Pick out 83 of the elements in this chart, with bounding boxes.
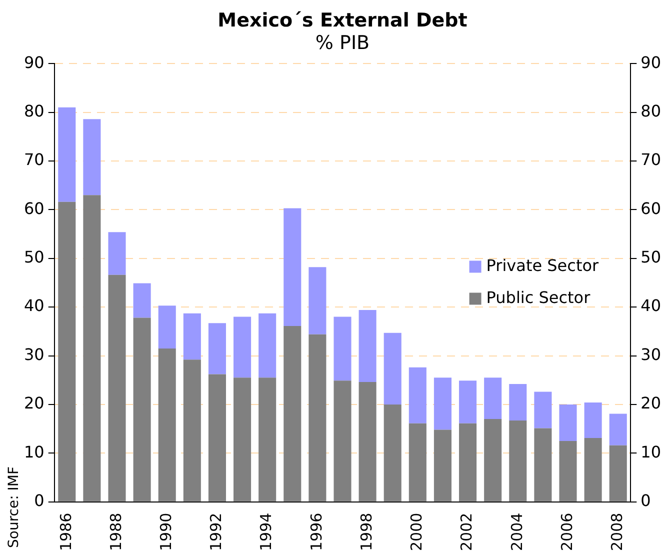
bar	[609, 445, 627, 502]
bar	[258, 313, 276, 378]
legend-label: Private Sector	[486, 256, 600, 275]
chart-title: Mexico´s External Debt	[218, 9, 468, 32]
bar	[83, 195, 101, 502]
y2-tick-label: 30	[640, 344, 661, 364]
x-tick-label: 2000	[408, 512, 426, 552]
bar	[384, 332, 402, 404]
bar	[358, 382, 376, 502]
bar	[434, 430, 452, 502]
bar	[358, 310, 376, 382]
chart-subtitle: % PIB	[315, 32, 370, 54]
bar	[559, 440, 577, 502]
bar	[559, 404, 577, 441]
bar	[509, 420, 527, 502]
bar	[408, 367, 426, 424]
y2-tick-label: 50	[640, 248, 661, 267]
bar	[284, 208, 302, 326]
y2-tick-label: 40	[640, 296, 661, 316]
y2-tick-label: 80	[640, 101, 661, 120]
x-tick-label: 2002	[458, 512, 476, 552]
bar	[183, 360, 201, 502]
y-tick-label: 60	[24, 198, 44, 218]
y-tick-label: 50	[24, 248, 44, 267]
y2-tick-label: 20	[640, 394, 661, 413]
y2-tick-label: 60	[640, 198, 661, 218]
bar	[584, 402, 602, 438]
y2-tick-label: 90	[640, 52, 661, 72]
x-tick-label: 1988	[106, 512, 125, 552]
bar	[284, 326, 302, 502]
bar	[434, 378, 452, 430]
y-tick-label: 40	[24, 296, 44, 316]
bar	[208, 374, 226, 502]
bar	[509, 384, 527, 421]
bar	[484, 419, 502, 502]
bar	[534, 392, 552, 428]
bar	[484, 378, 502, 420]
y-tick-label: 90	[24, 52, 44, 72]
bar	[534, 428, 552, 502]
bar	[158, 348, 176, 502]
legend-label: Public Sector	[486, 288, 591, 307]
y2-tick-label: 70	[640, 150, 661, 170]
bar	[108, 274, 126, 502]
bar	[459, 380, 477, 424]
x-tick-label: 2004	[508, 512, 526, 552]
y-tick-label: 20	[24, 394, 44, 413]
y2-tick-label: 10	[640, 442, 661, 462]
bar	[408, 423, 426, 502]
bar	[234, 378, 252, 502]
bar	[459, 423, 477, 502]
x-tick-label: 1992	[207, 512, 226, 552]
bar	[208, 323, 226, 374]
y-tick-label: 0	[34, 490, 44, 510]
x-tick-label: 1998	[357, 512, 376, 552]
bar	[133, 283, 151, 318]
bar	[158, 306, 176, 348]
y-tick-label: 80	[24, 101, 44, 120]
bar	[183, 313, 201, 360]
y2-tick-label: 0	[640, 490, 651, 510]
bar	[609, 414, 627, 446]
bar	[384, 404, 402, 502]
bar	[258, 378, 276, 502]
x-tick-label: 1996	[307, 512, 326, 552]
bar	[108, 232, 126, 275]
bar	[308, 267, 326, 334]
bar	[308, 334, 326, 502]
bar	[334, 316, 352, 381]
source-note: Source: IMF	[6, 466, 22, 548]
x-tick-label: 1986	[56, 512, 75, 552]
y-tick-label: 30	[24, 344, 44, 364]
x-tick-label: 2006	[558, 512, 576, 552]
x-tick-label: 1990	[157, 512, 175, 552]
bar	[584, 438, 602, 502]
bar	[334, 380, 352, 502]
y-tick-label: 70	[24, 150, 44, 170]
bar	[83, 119, 101, 196]
bar	[234, 316, 252, 378]
bar	[133, 318, 151, 502]
x-tick-label: 1994	[257, 512, 276, 552]
y-tick-label: 10	[24, 442, 44, 462]
bar	[58, 107, 76, 202]
bar	[58, 202, 76, 502]
x-tick-label: 2008	[608, 512, 626, 552]
